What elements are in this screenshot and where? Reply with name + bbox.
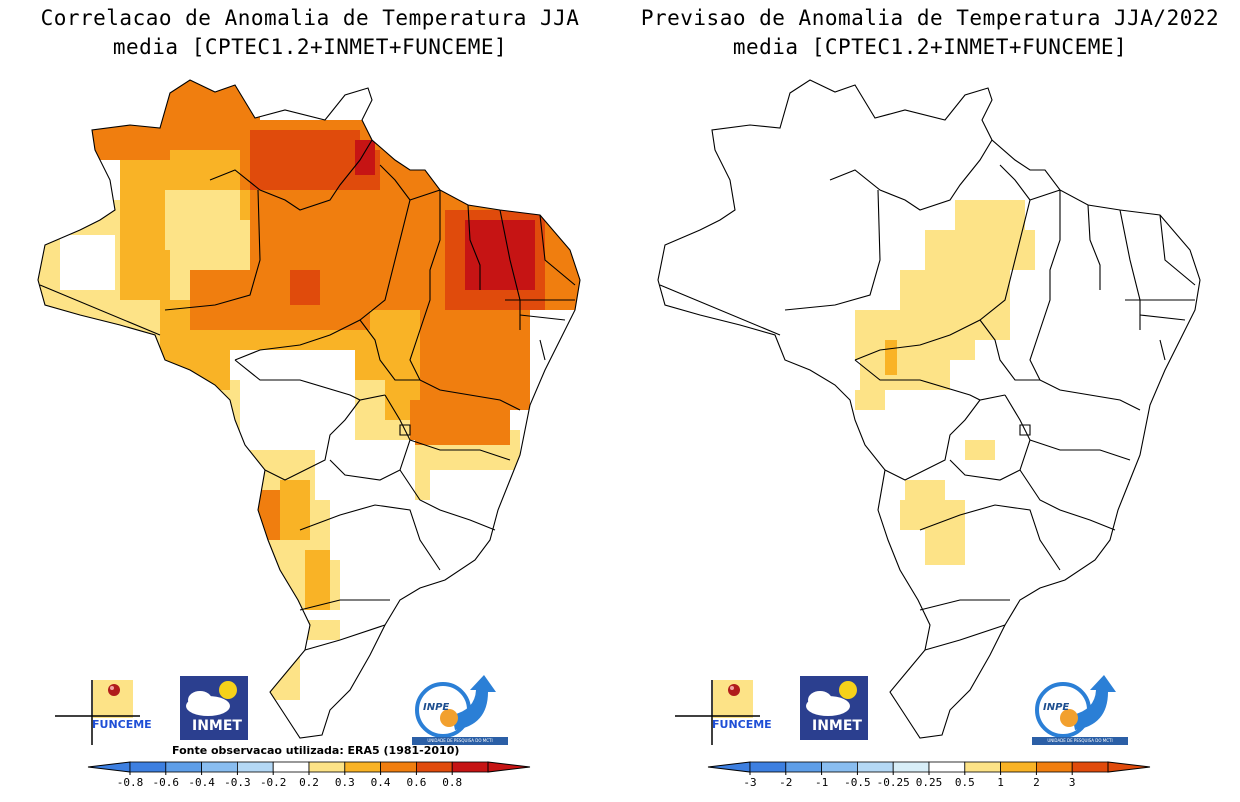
source-note: Fonte observacao utilizada: ERA5 (1981-2… <box>172 744 460 757</box>
colorbar-tick-label: 0.5 <box>955 776 975 789</box>
colorbar-arrow-high <box>487 761 531 773</box>
colorbar-arrow-low <box>87 761 131 773</box>
forecast-colorbar: -3 -2 -1 -0.5 -0.25 0.25 0.5 1 2 3 <box>707 761 1151 789</box>
inmet-logo <box>800 676 868 740</box>
colorbar-tick-label: -0.4 <box>188 776 215 789</box>
colorbar-tick-label: 0.25 <box>916 776 943 789</box>
panel-title: Previsao de Anomalia de Temperatura JJA/… <box>640 6 1220 59</box>
colorbar-tick-label: 3 <box>1069 776 1076 789</box>
colorbar-tick-label: 0.2 <box>299 776 319 789</box>
state-borders <box>657 79 1201 739</box>
right-panel-forecast: Previsao de Anomalia de Temperatura JJA/… <box>620 0 1240 802</box>
colorbar-swatch <box>129 761 167 773</box>
forecast-map <box>657 79 1201 745</box>
colorbar-swatch <box>856 761 894 773</box>
colorbar-swatch <box>928 761 966 773</box>
funceme-logo <box>675 680 760 745</box>
colorbar-swatch <box>821 761 858 773</box>
colorbar-swatch <box>1000 761 1037 773</box>
colorbar-swatch <box>785 761 823 773</box>
funceme-label: FUNCEME <box>92 718 152 731</box>
inmet-label: INMET <box>812 718 862 734</box>
inpe-label: INPE <box>1043 702 1070 713</box>
colorbar-tick-label: -0.8 <box>117 776 144 789</box>
colorbar-tick-label: -0.6 <box>153 776 180 789</box>
colorbar-tick-label: 0.6 <box>406 776 426 789</box>
panel-title: Correlacao de Anomalia de Temperatura JJ… <box>40 6 580 59</box>
colorbar-tick-label: 0.4 <box>371 776 391 789</box>
colorbar-tick-label: 0.8 <box>442 776 462 789</box>
colorbar-tick-label: 1 <box>997 776 1004 789</box>
funceme-label: FUNCEME <box>712 718 772 731</box>
inpe-subtitle: UNIDADE DE PESQUISA DO MCTI <box>412 738 508 743</box>
colorbar-tick-label: 0.3 <box>335 776 355 789</box>
colorbar-swatch <box>201 761 238 773</box>
correlation-colorbar: -0.8 -0.6 -0.4 -0.3 -0.2 0.2 0.3 0.4 0.6 0.8 <box>87 761 531 789</box>
left-panel-correlation: Correlacao de Anomalia de Temperatura JJ… <box>37 6 581 789</box>
colorbar-tick-label: -0.5 <box>844 776 871 789</box>
colorbar-swatch <box>165 761 203 773</box>
colorbar-tick-label: -2 <box>779 776 792 789</box>
colorbar-swatch <box>749 761 787 773</box>
colorbar-tick-label: -3 <box>743 776 756 789</box>
colorbar-swatch <box>964 761 1001 773</box>
colorbar-swatch <box>236 761 274 773</box>
colorbar-tick-label: -0.2 <box>260 776 287 789</box>
state-borders <box>37 79 581 739</box>
colorbar-swatch <box>344 761 381 773</box>
colorbar-tick-label: -1 <box>815 776 828 789</box>
colorbar-swatch <box>308 761 346 773</box>
colorbar-swatch <box>892 761 930 773</box>
colorbar-swatch <box>272 761 310 773</box>
colorbar-arrow-high <box>1107 761 1151 773</box>
colorbar-swatch <box>1071 761 1109 773</box>
colorbar-tick-label: 2 <box>1033 776 1040 789</box>
colorbar-swatch <box>1035 761 1073 773</box>
colorbar-swatch <box>451 761 489 773</box>
colorbar-tick-label: -0.3 <box>224 776 251 789</box>
inpe-subtitle: UNIDADE DE PESQUISA DO MCTI <box>1032 738 1128 743</box>
colorbar-arrow-low <box>707 761 751 773</box>
correlation-map <box>37 79 581 745</box>
inmet-label: INMET <box>192 718 242 734</box>
inmet-logo <box>180 676 248 740</box>
inpe-label: INPE <box>423 702 450 713</box>
colorbar-tick-label: -0.25 <box>877 776 910 789</box>
colorbar-swatch <box>415 761 453 773</box>
correlation-fill <box>38 80 580 738</box>
colorbar-swatch <box>380 761 417 773</box>
funceme-logo <box>55 680 140 745</box>
